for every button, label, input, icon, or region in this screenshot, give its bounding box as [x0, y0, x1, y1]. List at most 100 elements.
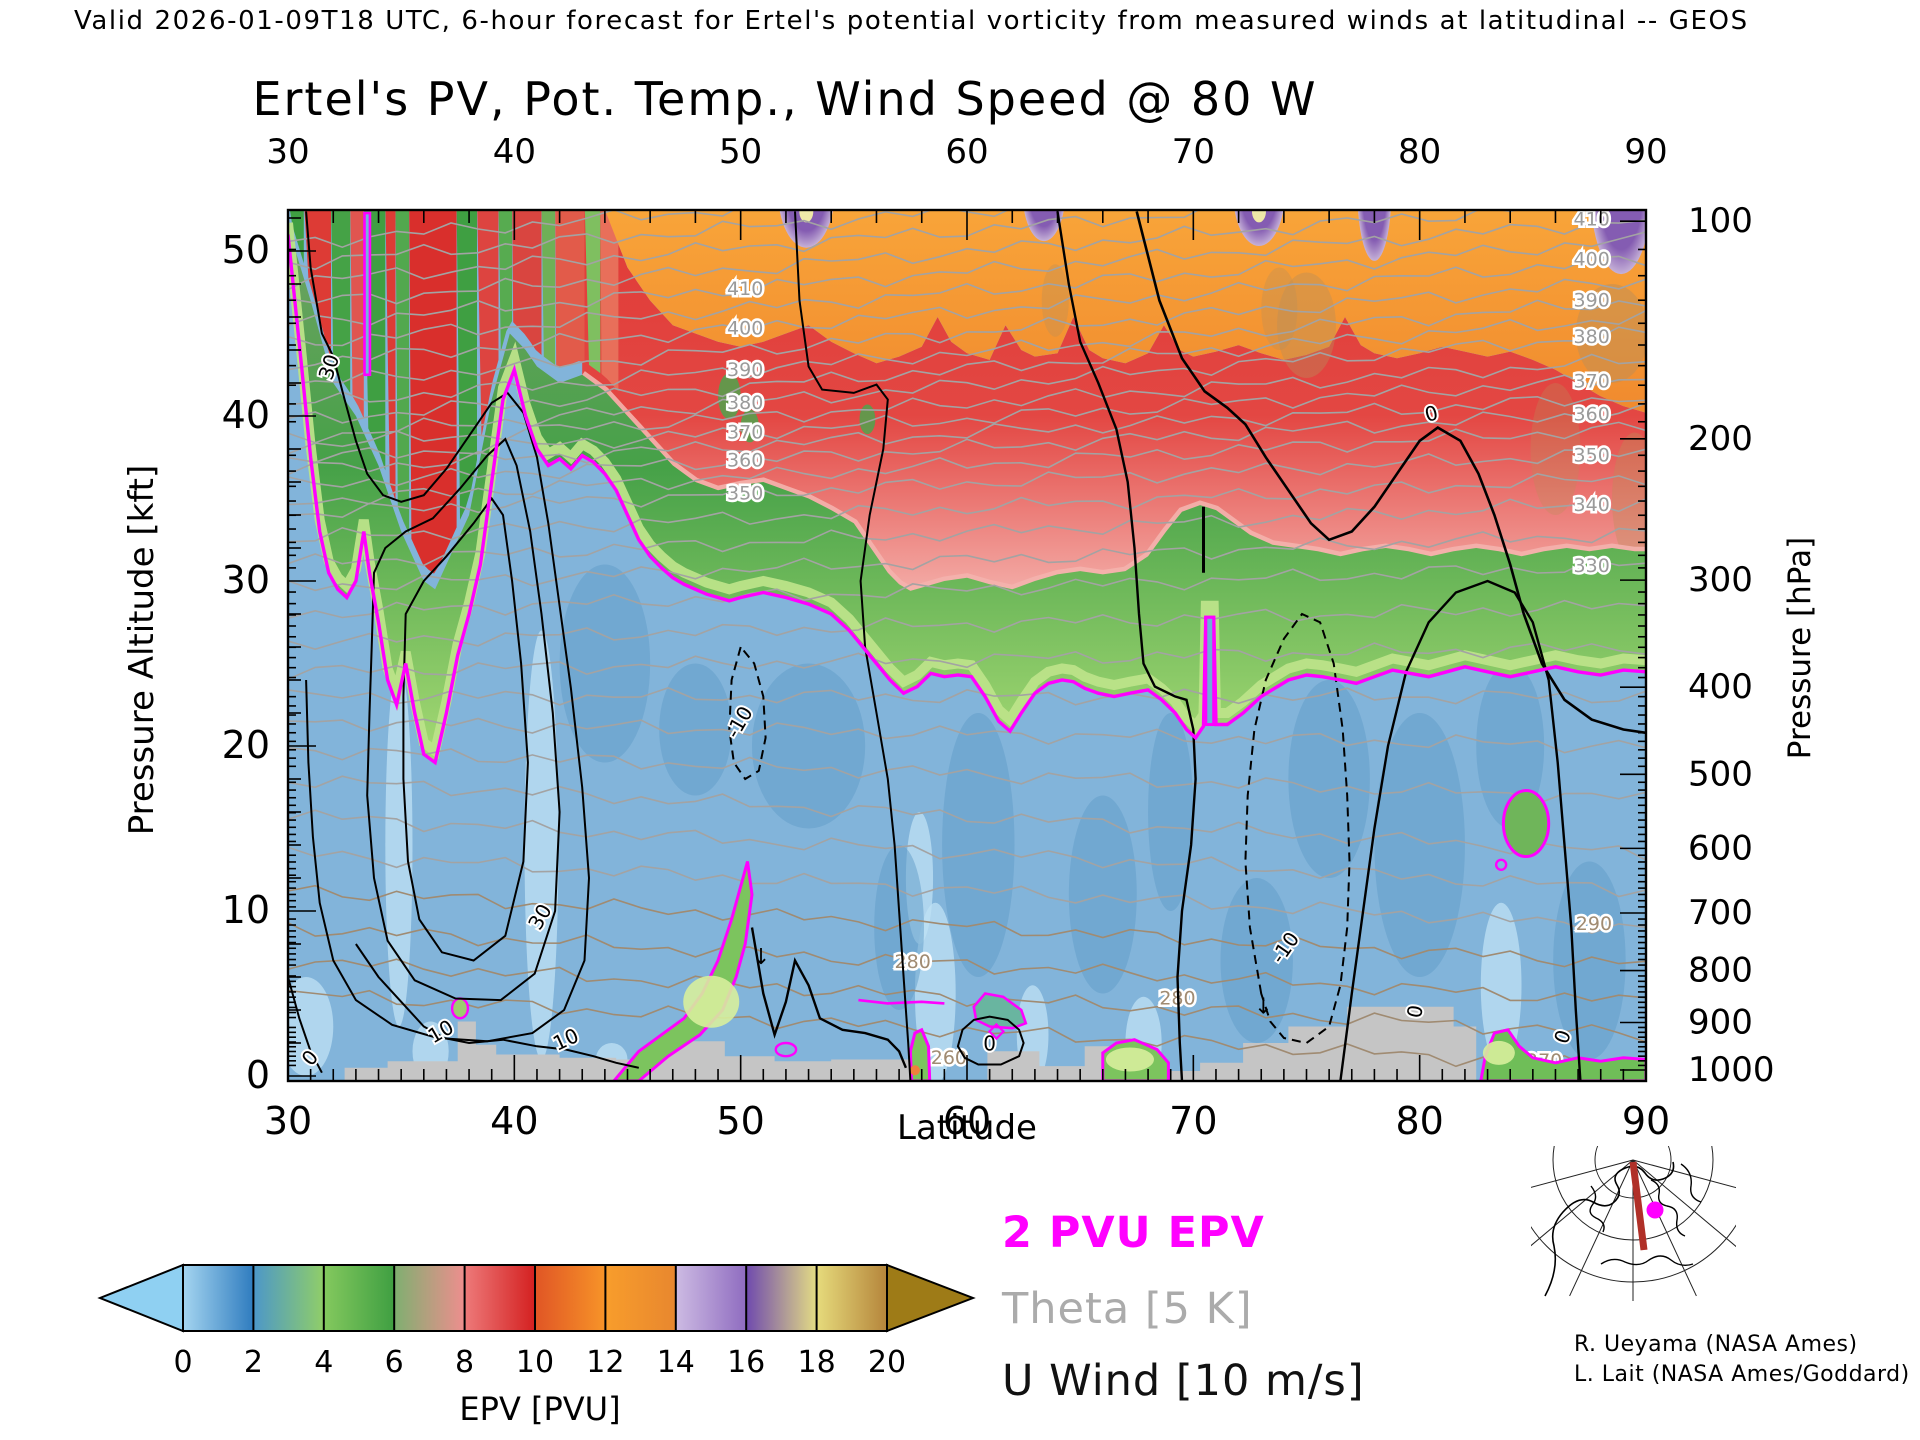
theta-contour-label: 380 [1574, 326, 1610, 348]
colorbar-tick-label: 14 [657, 1345, 695, 1380]
pv-blue-sliver [363, 211, 372, 377]
y-right-tick-label: 1000 [1688, 1050, 1775, 1090]
wind-arrow: ↓ [752, 945, 770, 970]
wind-contour-minus10-dashed-small [728, 644, 767, 781]
colorbar-tick-label: 20 [868, 1345, 906, 1380]
y-right-axis-title: Pressure [hPa] [1782, 536, 1818, 760]
y-right-tick-label: 400 [1688, 667, 1753, 707]
x-top-tick-label: 30 [266, 132, 309, 172]
pv-aloft-blob [1501, 789, 1551, 859]
x-top-tick-label: 70 [1172, 132, 1215, 172]
wind-contour-minus10-dashed-tall [1244, 612, 1351, 1045]
x-bottom-tick-label: 60 [943, 1099, 991, 1143]
y-right-tick-label: 600 [1688, 828, 1753, 868]
x-bottom-tick-label: 40 [490, 1099, 538, 1143]
x-bottom-tick-label: 30 [264, 1099, 312, 1143]
theta-contour-label: 370 [1574, 370, 1610, 392]
colorbar-tick-label: 12 [586, 1345, 624, 1380]
y-left-tick-label: 10 [222, 888, 270, 932]
map-cross-section-line [1629, 1161, 1648, 1251]
pv-surface-strip [1479, 1028, 1646, 1081]
x-bottom-tick-label: 90 [1622, 1099, 1670, 1143]
x-top-tick-label: 60 [945, 132, 988, 172]
theta-contour-label: 360 [1574, 403, 1610, 425]
y-left-axis-title: Pressure Altitude [kft] [122, 464, 162, 836]
legend-theta: Theta [5 K] [1002, 1284, 1253, 1334]
colorbar-tick-label: 2 [244, 1345, 263, 1380]
theta-contour-label: 380 [727, 392, 763, 414]
y-right-tick-label: 500 [1688, 754, 1753, 794]
wind-contour-zero-right-arch [1339, 579, 1582, 1081]
theta-contour-label: 340 [1574, 494, 1610, 516]
y-left-tick-label: 50 [222, 228, 270, 272]
theta-contour-label: 360 [727, 450, 763, 472]
map-location-dot [1646, 1201, 1664, 1219]
theta-contour-label: 350 [727, 483, 763, 505]
y-left-tick-label: 0 [246, 1053, 270, 1097]
colorbar-tick-label: 10 [516, 1345, 554, 1380]
legend-2pvu-epv: 2 PVU EPV [1002, 1208, 1265, 1258]
inset-map [1531, 1146, 1736, 1301]
legend-uwind: U Wind [10 m/s] [1002, 1356, 1365, 1406]
map-coastline [1600, 1255, 1694, 1267]
wind-contour-zero-right [1135, 211, 1646, 735]
x-top-tick-label: 50 [719, 132, 762, 172]
y-left-tick-label: 20 [222, 723, 270, 767]
wind-contour-jet-30-outer [305, 211, 591, 1043]
x-top-tick-label: 40 [493, 132, 536, 172]
map-coastline [1589, 1163, 1702, 1237]
plot-field: 410 400 390 380 370 360 350 410 400 390 380 370 360 3… [288, 209, 1646, 1081]
theta-contour-label: 280 [895, 951, 931, 973]
pv2-tropopause-line [288, 234, 1646, 766]
theta-contour-label: 290 [1576, 913, 1612, 935]
x-top-tick-label: 80 [1398, 132, 1441, 172]
y-right-tick-label: 100 [1688, 201, 1753, 241]
theta-contour-label: 390 [1574, 290, 1610, 312]
colorbar-tick-label: 4 [314, 1345, 333, 1380]
wind-contour-jet-core [402, 496, 529, 962]
x-bottom-tick-label: 70 [1169, 1099, 1217, 1143]
theta-contour-label: 350 [1574, 445, 1610, 467]
colorbar-tick-label: 0 [173, 1345, 192, 1380]
colorbar-tick-label: 6 [385, 1345, 404, 1380]
wind-arrow: ↓ [1254, 994, 1272, 1019]
theta-contour-label: 390 [727, 359, 763, 381]
pv-fold-tongue [611, 861, 754, 1081]
x-axis-title: Latitude [897, 1108, 1037, 1148]
y-left-tick-label: 40 [222, 393, 270, 437]
y-right-tick-label: 700 [1688, 893, 1753, 933]
y-right-tick-label: 300 [1688, 560, 1753, 600]
plot-title: Ertel's PV, Pot. Temp., Wind Speed @ 80 … [252, 72, 1318, 126]
wind-contour-jet-30-inner [366, 437, 561, 1002]
pv-fold-column [1204, 615, 1216, 727]
theta-contour-label: 370 [727, 422, 763, 444]
valid-time-line: Valid 2026-01-09T18 UTC, 6-hour forecast… [74, 6, 1749, 36]
colorbar-tick-label: 8 [455, 1345, 474, 1380]
x-bottom-tick-label: 80 [1395, 1099, 1443, 1143]
x-top-tick-label: 90 [1624, 132, 1667, 172]
y-left-tick-label: 30 [222, 558, 270, 602]
wind-contour-low-wavy-5257 [750, 927, 908, 1069]
y-right-tick-label: 900 [1688, 1003, 1753, 1043]
y-right-tick-label: 200 [1688, 419, 1753, 459]
theta-contour-label: 410 [1574, 209, 1610, 231]
wind-contour-zero-surface-loop [956, 1015, 1025, 1066]
colorbar-tick-label: 18 [798, 1345, 836, 1380]
theta-contour-label: 330 [1574, 555, 1610, 577]
map-coastline [1544, 1161, 1675, 1297]
credit-line-1: R. Ueyama (NASA Ames) [1574, 1332, 1858, 1357]
wind-contour-ten-low [355, 943, 640, 1069]
credit-line-2: L. Lait (NASA Ames/Goddard) [1574, 1362, 1910, 1387]
colorbar-title: EPV [PVU] [459, 1390, 621, 1428]
theta-contour-label: 400 [727, 318, 763, 340]
theta-contour-label: 400 [1574, 248, 1610, 270]
x-bottom-tick-label: 50 [716, 1099, 764, 1143]
axes: 3030404050506060707080809090010203040501… [222, 132, 1775, 1143]
wind-contour-zero-mid-right [1056, 211, 1197, 1081]
y-right-tick-label: 800 [1688, 951, 1753, 991]
wind-contour-zero-center [794, 211, 912, 1081]
pv-surface-blob [972, 992, 1028, 1030]
theta-contour-label: 410 [727, 278, 763, 300]
